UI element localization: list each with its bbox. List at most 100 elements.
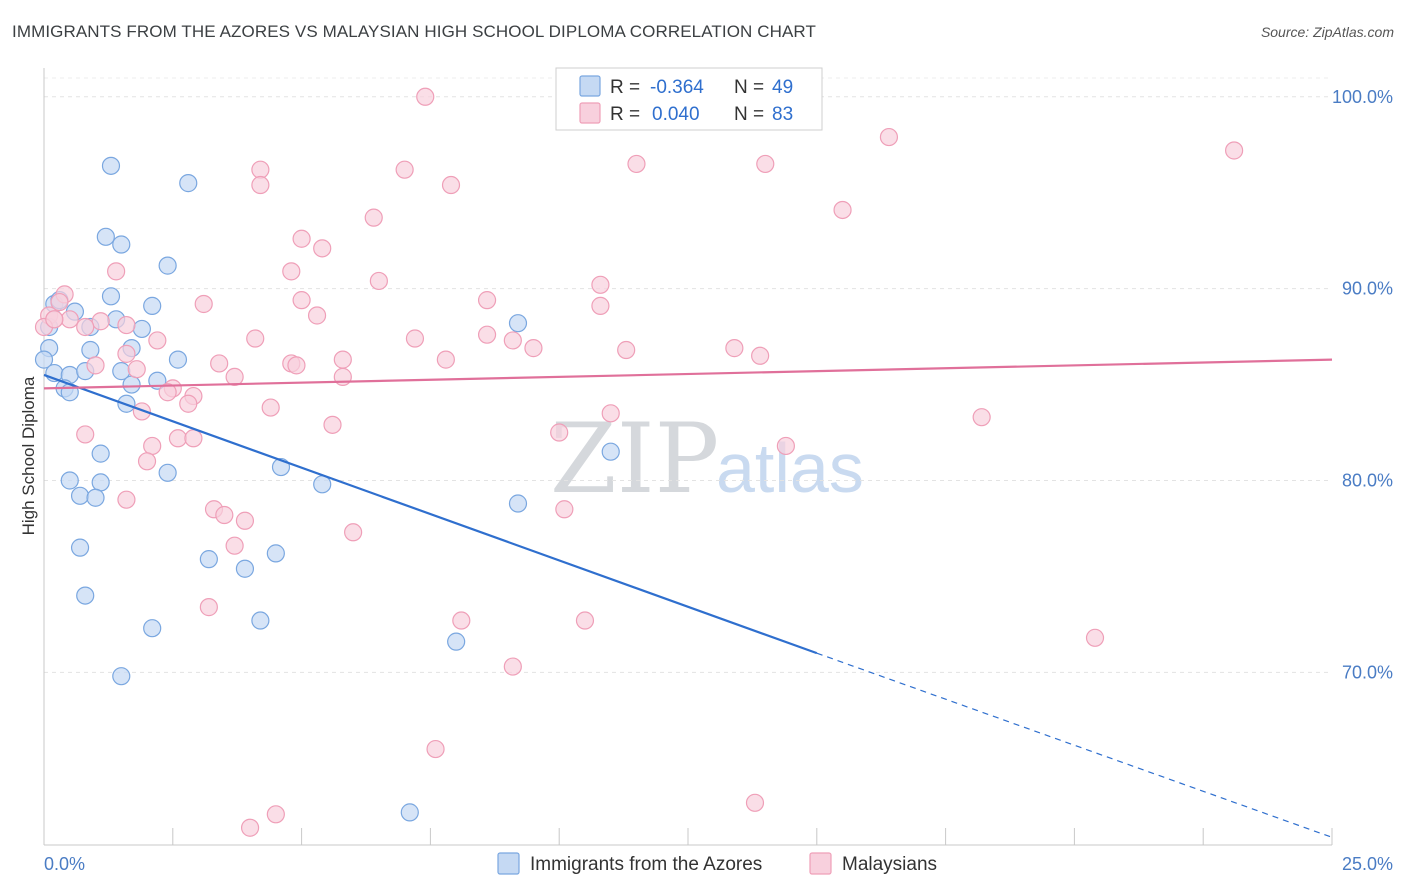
malaysians-point [235,511,255,530]
azores-point [235,559,255,578]
x-tick-label-max: 25.0% [1342,854,1393,874]
malaysians-point [725,339,744,358]
y-tick-label: 100.0% [1332,87,1393,107]
azores-point [158,256,177,275]
malaysians-point [601,404,620,423]
malaysians-point [477,325,497,344]
malaysians-point [524,339,543,358]
malaysians-point [210,354,229,373]
azores-point [508,314,528,333]
azores-point [400,803,419,822]
malaysians-point [436,350,455,369]
azores-point [447,632,466,651]
azores-point [601,442,620,461]
malaysians-point [369,271,388,291]
malaysians-point [194,294,213,314]
azores-point [91,473,110,492]
malaysians-point [168,429,188,448]
azores-point [158,463,177,482]
series-azores-points [34,156,620,822]
malaysians-point [199,598,218,617]
azores-trend-extension [816,652,1333,838]
malaysians-point [158,383,177,402]
azores-point [101,287,121,306]
legend-r-label-azores: R = [610,77,640,98]
y-axis-label: High School Diploma [19,376,38,535]
malaysians-point [575,611,595,630]
malaysians-point [91,312,110,331]
azores-trend-line [43,373,818,655]
malaysians-point [225,536,244,555]
azores-point [112,235,131,254]
azores-point [81,340,100,360]
malaysians-point [307,306,327,325]
malaysians-point [617,340,636,360]
watermark: ZIP atlas [550,403,864,515]
malaysians-point [441,175,461,195]
malaysians-point [45,310,64,329]
azores-point [101,156,121,175]
legend-n-label-malaysians: N = [734,104,764,125]
series-legend-swatch-azores [497,852,520,875]
legend-r-label-malaysians: R = [610,104,640,125]
malaysians-point [127,360,146,379]
malaysians-point [1085,628,1105,647]
malaysians-point [1225,141,1244,160]
malaysians-point [756,154,775,174]
malaysians-point [627,154,646,174]
azores-point [266,544,285,563]
malaysians-point [266,805,285,824]
y-tick-label: 80.0% [1342,470,1393,490]
y-tick-labels: 70.0% 80.0% 90.0% 100.0% [1332,87,1393,683]
malaysians-point [591,296,610,315]
malaysians-point [452,611,471,630]
azores-point [34,350,54,369]
malaysians-point [751,346,770,365]
chart-title: IMMIGRANTS FROM THE AZORES VS MALAYSIAN … [12,22,816,41]
azores-point [508,494,528,513]
azores-point [143,296,162,315]
x-tick-label-min: 0.0% [44,854,85,874]
malaysians-point [313,239,332,258]
malaysians-point [344,523,363,542]
malaysians-point [282,262,301,281]
source-label: Source: ZipAtlas.com [1260,24,1394,40]
malaysians-point [503,657,522,676]
malaysians-point [50,292,69,312]
x-ticks [43,828,1333,845]
azores-point [60,471,79,490]
malaysians-point [550,423,569,442]
malaysians-point [246,329,265,348]
malaysians-point [215,505,234,525]
malaysians-point [287,356,306,375]
malaysians-point [184,429,203,448]
malaysians-point [179,394,198,413]
azores-point [112,667,131,686]
azores-point [199,550,218,569]
malaysians-point [60,310,79,329]
series-legend-label-malaysians: Malaysians [842,854,937,875]
azores-point [132,319,151,339]
malaysians-point [416,87,435,106]
malaysians-point [591,275,610,294]
malaysians-point [107,262,126,281]
malaysians-point [333,350,352,369]
malaysians-point [117,315,136,335]
malaysians-point [776,436,795,456]
malaysians-point [137,452,157,471]
azores-point [168,350,188,369]
legend-n-value-azores: 49 [772,77,793,98]
malaysians-point [251,160,270,179]
malaysians-point [972,408,991,427]
malaysians-point [879,127,899,147]
azores-point [70,538,90,557]
azores-point [76,586,95,605]
series-legend-swatch-malaysians [809,852,832,875]
legend-n-label-azores: N = [734,77,764,98]
malaysians-point [555,500,574,519]
azores-point [86,488,105,507]
malaysians-point [251,175,270,195]
malaysians-point [395,160,414,179]
malaysians-point [477,291,497,310]
